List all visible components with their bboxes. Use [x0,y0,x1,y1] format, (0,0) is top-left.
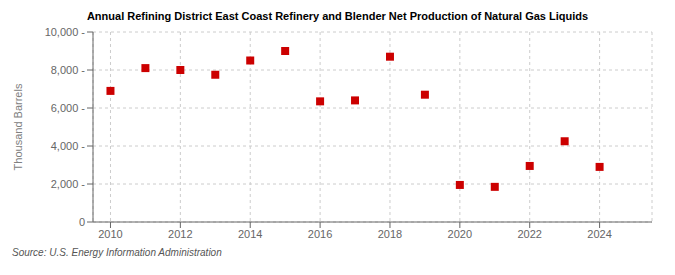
svg-text:2012: 2012 [168,228,192,240]
svg-text:2016: 2016 [308,228,332,240]
svg-text:0: 0 [79,216,85,228]
svg-text:2022: 2022 [517,228,541,240]
html-text:Source: U.S. Energy Informatio: Source: U.S. Energy Information Administ… [12,247,222,258]
svg-text:6,000 -: 6,000 - [51,102,86,114]
svg-text:Thousand Barrels: Thousand Barrels [12,83,24,170]
svg-text:10,000 -: 10,000 - [45,26,86,38]
svg-text:2024: 2024 [587,228,611,240]
svg-text:2020: 2020 [448,228,472,240]
svg-text:8,000 -: 8,000 - [51,64,86,76]
svg-text:2,000 -: 2,000 - [51,178,86,190]
svg-text:4,000 -: 4,000 - [51,140,86,152]
html-text:Annual Refining District East: Annual Refining District East Coast Refi… [86,10,589,22]
svg-text:2014: 2014 [238,228,262,240]
svg-text:2010: 2010 [98,228,122,240]
svg-text:2018: 2018 [378,228,402,240]
